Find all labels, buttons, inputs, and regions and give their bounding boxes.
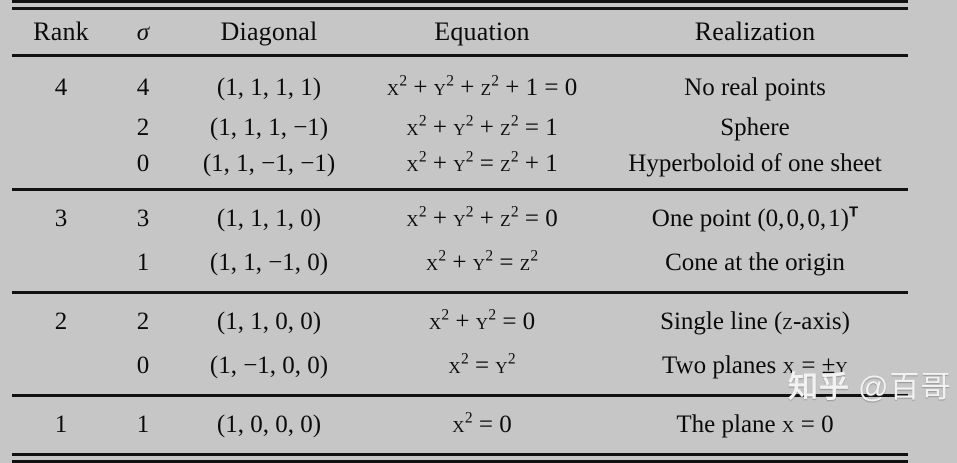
spacer [12,57,908,66]
cell-realization: Single line (z-axis) [660,308,850,335]
cell-diagonal: (1, 1, 1, −1) [209,114,329,141]
cell-sigma: 1 [136,411,150,438]
table-row: 0 (1, −1, 0, 0) x2 = y2 Two planes x = ±… [12,344,908,388]
table: Rank σ Diagonal Equation Realization 4 4… [12,0,908,463]
cell-diagonal: (1, −1, 0, 0) [209,352,329,379]
cell-rank [12,110,110,146]
single-rule-graphic [12,54,908,57]
single-rule-graphic [12,188,908,191]
single-rule-graphic [12,291,908,294]
cell-equation: x2 = 0 [452,409,512,438]
cell-diagonal: (1, 1, −1, 0) [209,249,329,276]
double-rule-graphic [12,0,908,10]
cell-sigma: 4 [136,74,150,101]
cell-rank [12,344,110,388]
cell-equation: x2 + y2 + z2 = 0 [406,203,558,232]
column-header-sigma: σ [110,10,176,54]
table-row: 2 2 (1, 1, 0, 0) x2 + y2 = 0 Single line… [12,300,908,344]
table-row: 4 4 (1, 1, 1, 1) x2 + y2 + z2 + 1 = 0 No… [12,66,908,110]
cell-equation: x2 + y2 = z2 [425,247,539,276]
cell-sigma: 2 [136,114,150,141]
cell-sigma: 0 [136,150,150,177]
rule-under-header [12,54,908,57]
cell-sigma: 3 [136,205,150,232]
sigma-symbol: σ [136,19,150,46]
column-header-diagonal: Diagonal [220,17,318,46]
rule-top [12,0,908,10]
quadric-classification-table: Rank σ Diagonal Equation Realization 4 4… [12,0,908,463]
double-rule-graphic [12,453,908,463]
cell-realization: Cone at the origin [665,249,845,276]
cell-sigma: 2 [136,308,150,335]
cell-diagonal: (1, 1, 1, 0) [216,205,322,232]
group-rule [12,291,908,294]
table-row: 1 (1, 1, −1, 0) x2 + y2 = z2 Cone at the… [12,241,908,285]
cell-rank: 2 [54,308,68,335]
rule-between-groups [12,291,908,294]
cell-realization: The plane x = 0 [676,411,834,438]
rule-between-groups [12,188,908,191]
cell-rank [12,241,110,285]
cell-rank: 1 [54,411,68,438]
cell-realization: Two planes x = ±y [662,352,848,379]
column-header-rank: Rank [33,17,89,46]
column-header-equation: Equation [434,17,530,46]
group-rule [12,188,908,191]
bottom-double-rule [12,453,908,463]
cell-rank: 4 [54,74,68,101]
cell-diagonal: (1, 1, 1, 1) [216,74,322,101]
cell-realization: No real points [684,74,826,101]
cell-equation: x2 = y2 [448,350,516,379]
group-rule [12,394,908,397]
table-row: 0 (1, 1, −1, −1) x2 + y2 = z2 + 1 Hyperb… [12,146,908,182]
cell-rank: 3 [54,205,68,232]
cell-realization: Sphere [720,114,790,141]
cell-diagonal: (1, 0, 0, 0) [216,411,322,438]
rule-between-groups [12,394,908,397]
top-double-rule [12,0,908,10]
cell-rank [12,146,110,182]
cell-equation: x2 + y2 + z2 = 1 [406,112,558,141]
cell-sigma: 0 [136,352,150,379]
single-rule-graphic [12,394,908,397]
cell-equation: x2 + y2 + z2 + 1 = 0 [386,72,578,101]
cell-sigma: 1 [136,249,150,276]
table-header-row: Rank σ Diagonal Equation Realization [12,10,908,54]
cell-realization: Hyperboloid of one sheet [628,150,882,177]
table-row: 1 1 (1, 0, 0, 0) x2 = 0 The plane x = 0 [12,403,908,447]
table-row: 3 3 (1, 1, 1, 0) x2 + y2 + z2 = 0 One po… [12,197,908,241]
cell-diagonal: (1, 1, −1, −1) [202,150,336,177]
column-header-realization: Realization [694,17,816,46]
table-row: 2 (1, 1, 1, −1) x2 + y2 + z2 = 1 Sphere [12,110,908,146]
cell-equation: x2 + y2 = 0 [428,306,536,335]
rule-bottom [12,453,908,463]
cell-equation: x2 + y2 = z2 + 1 [406,148,558,177]
cell-diagonal: (1, 1, 0, 0) [216,308,322,335]
cell-realization: One point (0, 0, 0, 1)T [651,203,859,232]
header-rule [12,54,908,57]
